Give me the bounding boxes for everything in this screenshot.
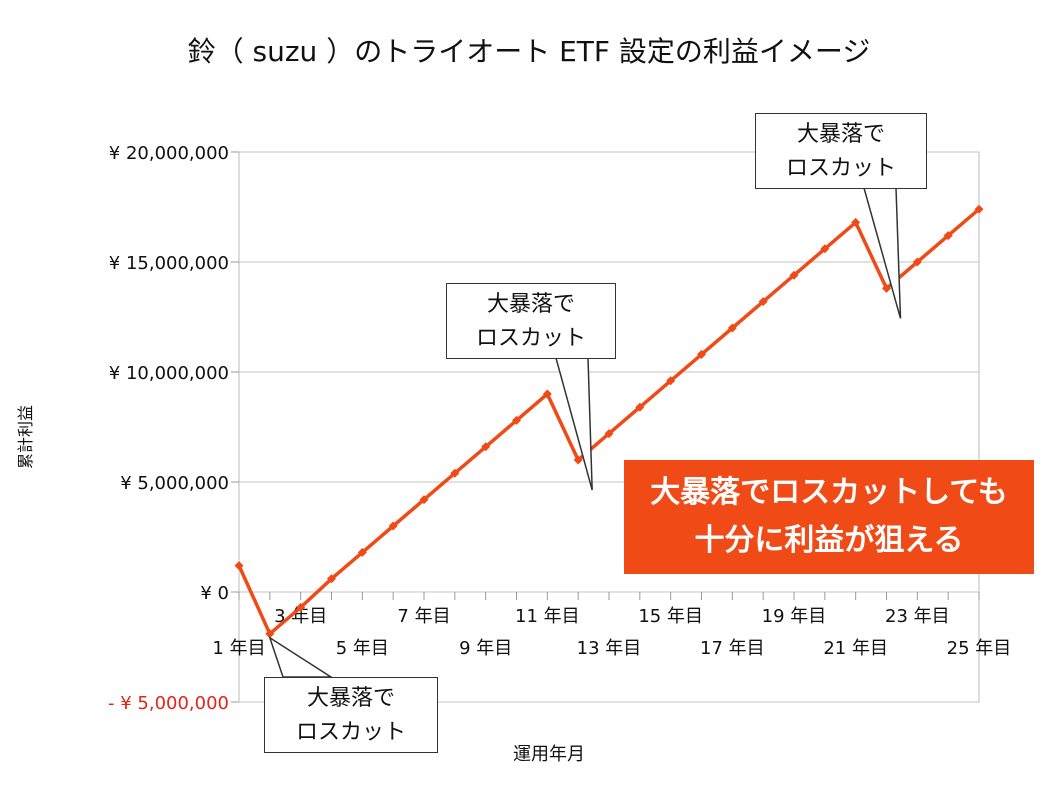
- annotation-3-line1: 大暴落で: [796, 122, 885, 147]
- x-tick-label: 1 年目: [212, 638, 265, 659]
- y-tick-label: ¥ 5,000,000: [120, 473, 229, 494]
- chart-title: 鈴（ suzu ）のトライオート ETF 設定の利益イメージ: [187, 35, 871, 68]
- data-point: [727, 323, 737, 333]
- x-tick-label: 25 年目: [947, 638, 1012, 659]
- data-point: [851, 217, 861, 227]
- callout-pointer: [268, 636, 334, 678]
- x-axis-label: 運用年月: [513, 744, 585, 765]
- x-tick-label: 11 年目: [515, 606, 580, 627]
- x-tick-label: 23 年目: [885, 606, 950, 627]
- x-tick-label: 15 年目: [638, 606, 703, 627]
- highlight-message-box: 大暴落でロスカットしても 十分に利益が狙える: [624, 460, 1034, 574]
- x-tick-label: 9 年目: [459, 638, 512, 659]
- data-point: [542, 389, 552, 399]
- data-point: [481, 442, 491, 452]
- x-tick-label: 7 年目: [397, 606, 450, 627]
- y-tick-label: ¥ 15,000,000: [109, 253, 229, 274]
- annotation-callout-1: 大暴落で ロスカット: [264, 677, 438, 753]
- data-point: [419, 495, 429, 505]
- annotation-callout-2: 大暴落で ロスカット: [446, 283, 616, 359]
- y-tick-label: ¥ 20,000,000: [109, 143, 229, 164]
- y-tick-label: ¥ 0: [200, 583, 229, 604]
- x-tick-label: 13 年目: [577, 638, 642, 659]
- data-point: [450, 468, 460, 478]
- data-point: [943, 231, 953, 241]
- annotation-2-line1: 大暴落で: [486, 292, 575, 317]
- x-tick-label: 21 年目: [823, 638, 888, 659]
- data-point: [882, 283, 891, 293]
- annotation-callout-3: 大暴落で ロスカット: [755, 113, 927, 189]
- plot-area: [238, 151, 980, 703]
- x-tick-label: 5 年目: [336, 638, 389, 659]
- data-point: [974, 204, 984, 214]
- x-tick-label: 17 年目: [700, 638, 765, 659]
- data-point: [296, 602, 306, 612]
- data-point: [604, 429, 614, 439]
- data-point: [758, 297, 768, 307]
- data-point: [357, 547, 367, 557]
- data-point: [234, 561, 244, 571]
- data-point: [635, 402, 645, 412]
- y-axis-label: 累計利益: [16, 405, 35, 470]
- data-point: [573, 455, 583, 465]
- highlight-line1: 大暴落でロスカットしても: [650, 475, 1008, 510]
- data-point: [697, 349, 706, 359]
- data-point: [912, 257, 922, 267]
- x-tick-label: 19 年目: [762, 606, 827, 627]
- data-point: [388, 521, 398, 531]
- annotation-2-line2: ロスカット: [475, 326, 586, 351]
- data-point: [666, 376, 676, 386]
- x-tick-label: 3 年目: [274, 606, 327, 627]
- annotation-1-line1: 大暴落で: [306, 686, 395, 711]
- data-point: [789, 270, 799, 280]
- data-point: [512, 415, 521, 425]
- highlight-line2: 十分に利益が狙える: [694, 523, 964, 558]
- data-point: [327, 574, 336, 584]
- y-tick-label: - ¥ 5,000,000: [108, 693, 229, 714]
- y-tick-label: ¥ 10,000,000: [109, 363, 229, 384]
- annotation-1-line2: ロスカット: [295, 720, 406, 745]
- data-point: [820, 244, 830, 254]
- data-point: [265, 629, 275, 639]
- annotation-3-line2: ロスカット: [785, 156, 896, 181]
